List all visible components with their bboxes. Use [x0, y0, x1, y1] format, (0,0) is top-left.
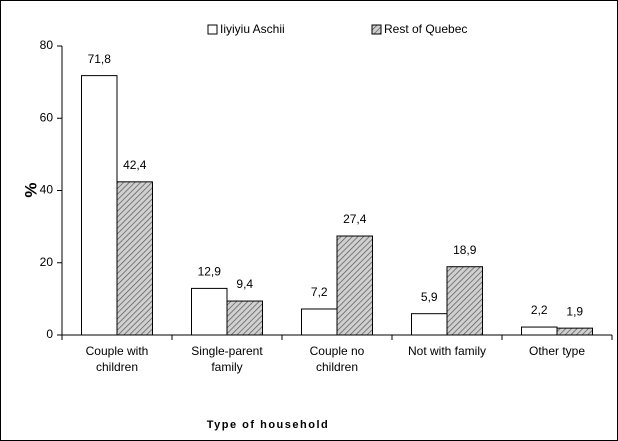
x-axis-label: Type of household: [207, 419, 329, 431]
bar: [116, 181, 153, 336]
data-label: 71,8: [88, 52, 112, 66]
legend-label: Rest of Quebec: [384, 22, 467, 36]
bar: [191, 287, 228, 336]
x-tick-label: Couple with children: [85, 344, 149, 374]
x-tick-label: Other type: [528, 344, 586, 358]
x-tick-label-box: Couple no children: [309, 344, 365, 374]
data-label: 27,4: [343, 212, 367, 226]
bar: [411, 313, 448, 336]
data-label: 5,9: [421, 290, 438, 304]
legend-label: Iiyiyiu Aschii: [220, 22, 285, 36]
x-tick-label: Couple no children: [309, 344, 365, 374]
x-tick-label: Single-parent family: [191, 344, 263, 374]
y-tick-label: 0: [46, 327, 53, 341]
bar: [521, 326, 558, 336]
y-axis-label: %: [21, 182, 40, 197]
bar: [446, 266, 483, 336]
legend-swatch: [371, 24, 382, 35]
bar: [556, 327, 593, 336]
y-tick-label: 60: [40, 110, 54, 124]
x-tick-label-box: Other type: [528, 344, 586, 358]
y-tick-label: 20: [40, 255, 54, 269]
data-label: 2,2: [531, 303, 548, 317]
data-label: 1,9: [566, 304, 583, 318]
y-tick-label: 40: [40, 183, 54, 197]
x-tick-label-box: Couple with children: [85, 344, 149, 374]
legend-swatch: [207, 24, 218, 35]
x-tick-label: Not with family: [407, 344, 487, 358]
data-label: 12,9: [198, 265, 222, 279]
bar: [81, 75, 118, 336]
data-label: 7,2: [311, 285, 328, 299]
data-label: 9,4: [236, 277, 253, 291]
x-tick-label-box: Single-parent family: [191, 344, 263, 374]
bar: [336, 235, 373, 336]
y-tick-label: 80: [40, 38, 54, 52]
data-label: 42,4: [123, 158, 147, 172]
bar: [226, 300, 263, 336]
x-tick-label-box: Not with family: [407, 344, 487, 358]
bar: [301, 308, 338, 336]
data-label: 18,9: [453, 243, 477, 257]
